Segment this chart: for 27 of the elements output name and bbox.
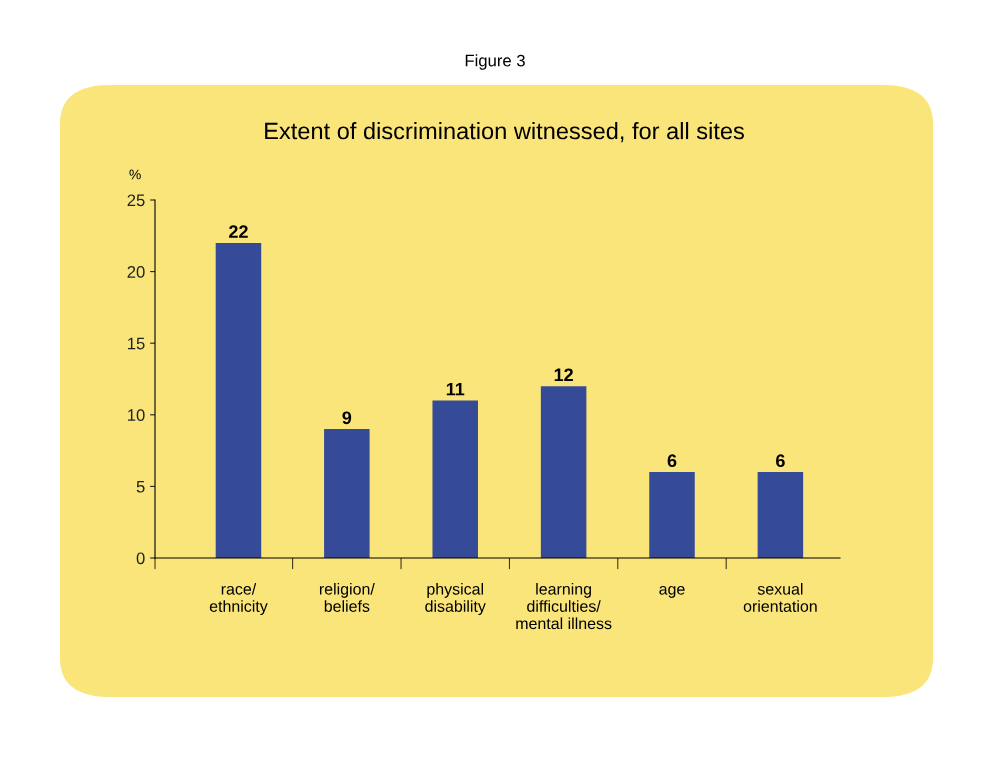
x-tick-label: learning difficulties/ mental illness xyxy=(516,583,612,630)
bar xyxy=(540,386,587,558)
bar xyxy=(649,472,695,558)
x-tick-label: religion/ beliefs xyxy=(319,583,375,612)
data-label: 9 xyxy=(342,411,352,425)
x-tick-label: sexual orientation xyxy=(743,583,817,612)
caption: Figure 3 xyxy=(465,54,525,70)
data-label: 22 xyxy=(229,225,248,238)
bar xyxy=(757,472,804,558)
y-tick-label: 0 xyxy=(136,552,145,565)
x-tick-label: age xyxy=(659,585,685,598)
bar xyxy=(215,242,262,558)
data-label: 6 xyxy=(776,454,785,468)
y-tick-label: 5 xyxy=(136,480,145,493)
y-tick-label: 20 xyxy=(127,266,145,278)
chart-title: Extent of discrimination witnessed, for all sites xyxy=(265,122,744,143)
y-axis-title: % xyxy=(129,169,141,180)
data-label: 11 xyxy=(446,382,465,396)
x-tick-label: physical disability xyxy=(425,583,486,616)
data-label: 12 xyxy=(554,368,573,382)
bar xyxy=(324,429,370,558)
bar xyxy=(432,400,478,558)
y-tick-label: 15 xyxy=(128,337,145,350)
x-tick-label: race/ ethnicity xyxy=(209,583,268,616)
data-label: 6 xyxy=(667,454,677,468)
y-tick-label: 25 xyxy=(127,194,145,207)
y-tick-label: 10 xyxy=(128,409,145,421)
